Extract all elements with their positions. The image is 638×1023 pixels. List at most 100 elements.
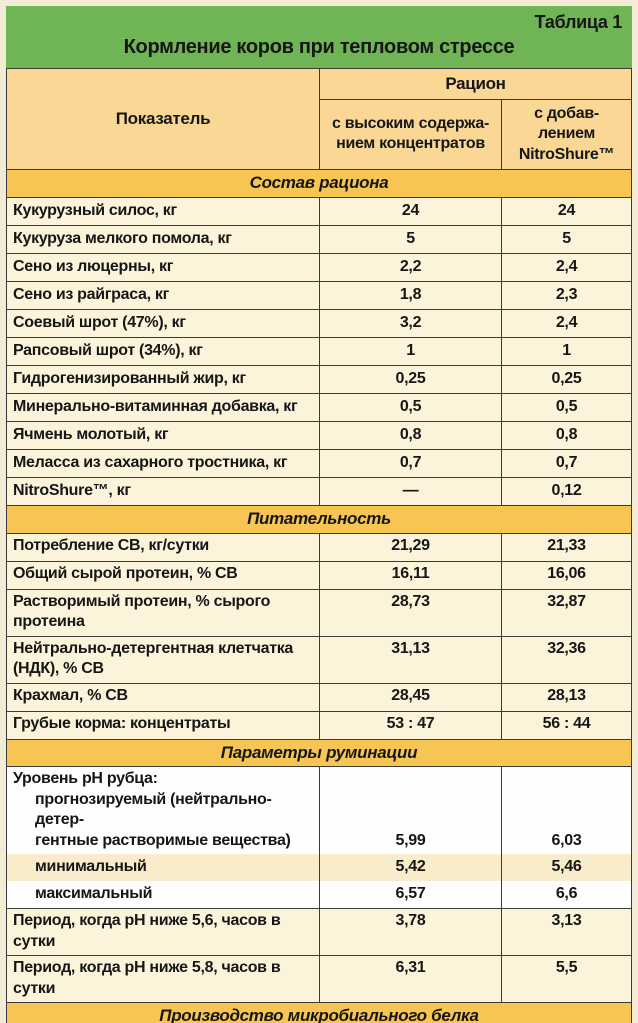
table-banner: Таблица 1 Кормление коров при тепловом с…: [6, 6, 632, 68]
row-value-concentrates: —: [320, 477, 502, 505]
row-value-concentrates: 5,42: [320, 854, 502, 882]
row-value-nitroshure: 6,6: [555, 884, 578, 902]
row-label: Ячмень молотый, кг: [7, 421, 320, 449]
row-label: Период, когда pH ниже 5,8, часов в сутки: [7, 956, 320, 1003]
row-label: Потребление СВ, кг/сутки: [7, 533, 320, 561]
row-value-nitroshure: 32,36: [547, 639, 586, 657]
table-body: Состав рациона Кукурузный силос, кг 24 24 Ку…: [7, 169, 631, 1023]
row-label: Общий сырой протеин, % СВ: [7, 561, 320, 589]
ration-subheaders: с высоким содержа- нием концентратов с д…: [320, 99, 631, 170]
row-label: Период, когда pH ниже 5,6, часов в сутки: [7, 909, 320, 956]
table-row: Гидрогенизированный жир, кг 0,25 0,25: [7, 364, 631, 393]
table-row: NitroShure™, кг — 0,12: [7, 476, 631, 505]
row-value-concentrates: 1,8: [320, 281, 502, 309]
row-value-concentrates: 0,25: [320, 365, 502, 393]
row-value-concentrates: 0,7: [320, 449, 502, 477]
row-label: Меласса из сахарного тростника, кг: [7, 449, 320, 477]
table-row: Ячмень молотый, кг 0,8 0,8: [7, 420, 631, 449]
row-label: Рапсовый шрот (34%), кг: [7, 337, 320, 365]
row-value-nitroshure: 21,33: [547, 537, 586, 555]
row-value-nitroshure: 32,87: [547, 592, 586, 610]
ration-header-group: Рацион с высоким содержа- нием концентра…: [320, 69, 631, 170]
table-row: максимальный 6,57 6,6: [7, 881, 631, 909]
row-label-line: прогнозируемый (нейтрально-детер-: [35, 790, 272, 829]
table-row: Минерально-витаминная добавка, кг 0,5 0,5: [7, 392, 631, 421]
row-label: Растворимый протеин, % сырого протеина: [7, 589, 320, 636]
row-label: Нейтрально-детергентная клетчатка (НДК),…: [7, 636, 320, 683]
row-label: Сено из люцерны, кг: [7, 253, 320, 281]
table-row: Сено из райграса, кг 1,8 2,3: [7, 280, 631, 309]
row-value-nitroshure: 56 : 44: [542, 715, 591, 733]
row-value-concentrates: 21,29: [320, 533, 502, 561]
row-value-concentrates: 31,13: [320, 636, 502, 683]
row-value-concentrates: 28,45: [320, 683, 502, 711]
table-row: Грубые корма: концентраты 53 : 47 56 : 44: [7, 710, 631, 739]
row-label-line: Уровень pH рубца:: [13, 770, 158, 788]
column-header-indicator: Показатель: [7, 69, 320, 170]
row-value-concentrates: 2,2: [320, 253, 502, 281]
table-row: минимальный 5,42 5,46: [7, 854, 631, 882]
row-label: минимальный: [7, 854, 320, 882]
row-value-nitroshure: 2,4: [555, 313, 578, 331]
row-value-nitroshure: 0,7: [555, 453, 578, 471]
row-label: Кукурузный силос, кг: [7, 197, 320, 225]
row-value-nitroshure: 1: [562, 341, 571, 359]
row-value-concentrates: 28,73: [320, 589, 502, 636]
table-row: Потребление СВ, кг/сутки 21,29 21,33: [7, 532, 631, 561]
table-row: Меласса из сахарного тростника, кг 0,7 0,7: [7, 448, 631, 477]
row-value-concentrates: 3,78: [320, 909, 502, 956]
row-value-concentrates: 53 : 47: [320, 711, 502, 739]
row-label-line: минимальный: [35, 857, 147, 875]
table-title: Кормление коров при тепловом стрессе: [123, 36, 515, 58]
row-label: NitroShure™, кг: [7, 477, 320, 505]
row-value-nitroshure: 2,4: [555, 257, 578, 275]
table-row: Сено из люцерны, кг 2,2 2,4: [7, 252, 631, 281]
row-label: Крахмал, % СВ: [7, 683, 320, 711]
row-value-concentrates: 0,8: [320, 421, 502, 449]
row-label-line: гентные растворимые вещества): [35, 831, 291, 849]
table-head: Показатель Рацион с высоким содержа- ние…: [7, 69, 631, 170]
row-label: Соевый шрот (47%), кг: [7, 309, 320, 337]
table-number-label: Таблица 1: [534, 12, 623, 32]
row-label: Грубые корма: концентраты: [7, 711, 320, 739]
section-header: Состав рациона: [7, 169, 631, 197]
table-row: Общий сырой протеин, % СВ 16,11 16,06: [7, 560, 631, 589]
table-row: Период, когда pH ниже 5,8, часов в сутки…: [7, 955, 631, 1003]
table-row: Рапсовый шрот (34%), кг 1 1: [7, 336, 631, 365]
row-value-nitroshure: 6,03: [551, 831, 582, 849]
table-row: Период, когда pH ниже 5,6, часов в сутки…: [7, 908, 631, 956]
table-row: Растворимый протеин, % сырого протеина 28…: [7, 588, 631, 636]
column-header-high-concentrates: с высоким содержа- нием концентратов: [320, 99, 502, 170]
table-row: Кукуруза мелкого помола, кг 5 5: [7, 224, 631, 253]
row-value-nitroshure: 24: [557, 201, 576, 219]
table-row: Крахмал, % СВ 28,45 28,13: [7, 682, 631, 711]
row-value-nitroshure: 5,5: [555, 959, 578, 977]
section-header: Параметры руминации: [7, 738, 631, 767]
row-value-concentrates: 3,2: [320, 309, 502, 337]
row-label: максимальный: [7, 881, 320, 909]
row-label-line: максимальный: [35, 884, 153, 902]
row-value-concentrates: 6,31: [320, 956, 502, 1003]
table-row: Нейтрально-детергентная клетчатка (НДК),…: [7, 635, 631, 683]
row-value-nitroshure: 3,13: [551, 912, 582, 930]
row-value-nitroshure: 2,3: [555, 285, 578, 303]
row-value-nitroshure: 0,8: [555, 425, 578, 443]
row-value-nitroshure: 16,06: [547, 565, 586, 583]
section-header: Питательность: [7, 504, 631, 533]
row-value-nitroshure: 0,12: [551, 481, 582, 499]
row-value-nitroshure: 5,46: [551, 857, 582, 875]
row-label: Минерально-витаминная добавка, кг: [7, 393, 320, 421]
row-value-nitroshure: 28,13: [547, 687, 586, 705]
row-value-nitroshure: 5: [562, 229, 571, 247]
table-row: Кукурузный силос, кг 24 24: [7, 196, 631, 225]
row-value-nitroshure: 0,25: [551, 369, 582, 387]
row-label: Гидрогенизированный жир, кг: [7, 365, 320, 393]
table-row: Уровень pH рубца: прогнозируемый (нейтрал…: [7, 766, 631, 855]
row-value-concentrates: 6,57: [320, 881, 502, 909]
column-header-ration: Рацион: [320, 69, 631, 100]
row-value-nitroshure: 0,5: [555, 397, 578, 415]
data-table: Показатель Рацион с высоким содержа- ние…: [6, 68, 632, 1023]
column-header-nitroshure: с добав- лением NitroShure™: [518, 104, 615, 163]
row-value-concentrates: 0,5: [320, 393, 502, 421]
